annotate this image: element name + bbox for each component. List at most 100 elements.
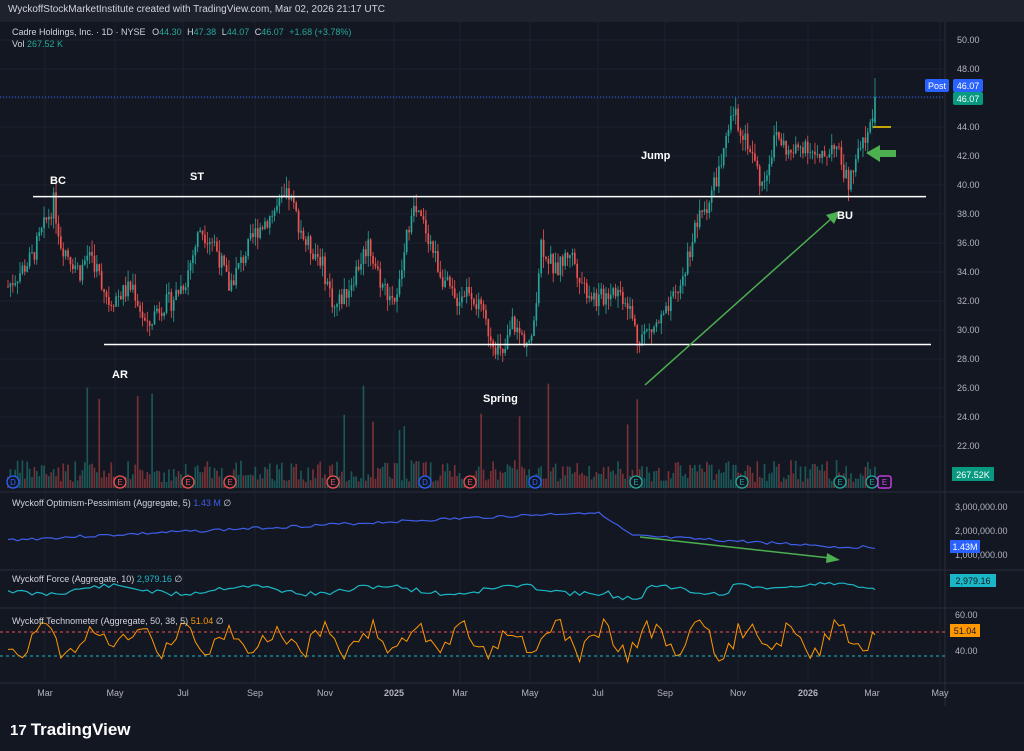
event-marker-earnings[interactable]: E bbox=[833, 475, 847, 489]
volume-bar bbox=[552, 467, 555, 488]
event-marker-earnings[interactable]: E bbox=[629, 475, 643, 489]
series-legend[interactable]: Cadre Holdings, Inc. · 1D · NYSE O44.30 … bbox=[12, 27, 351, 49]
candle-body bbox=[35, 236, 38, 260]
event-marker-dividend[interactable]: D bbox=[418, 475, 432, 489]
volume-bar bbox=[278, 469, 281, 488]
chart-canvas[interactable]: BC ST AR Spring Jump BU Cadre Holdings, … bbox=[0, 22, 1024, 706]
volume-bar bbox=[290, 463, 293, 488]
volume-bar bbox=[273, 480, 276, 488]
svg-text:E: E bbox=[869, 478, 874, 487]
volume-bar bbox=[722, 472, 725, 488]
volume-bar bbox=[830, 480, 833, 488]
candle-body bbox=[686, 251, 689, 275]
candle-body bbox=[391, 296, 394, 298]
candle-body bbox=[499, 345, 502, 349]
volume-bar bbox=[240, 460, 242, 488]
candle-body bbox=[425, 219, 427, 234]
event-marker-earnings[interactable]: E bbox=[223, 475, 237, 489]
volume-bar bbox=[814, 463, 816, 488]
candle-body bbox=[146, 320, 149, 322]
volume-bar bbox=[489, 471, 492, 488]
up-trend-arrow[interactable] bbox=[644, 211, 840, 386]
candle-body bbox=[739, 130, 742, 136]
volume-bar bbox=[821, 464, 824, 488]
time-axis[interactable]: Mar May Jul Sep Nov 2025 Mar May Jul Sep Nov 2026 Ma… bbox=[37, 688, 949, 698]
optimism-divergence-arrow bbox=[639, 536, 840, 563]
candle-body bbox=[297, 210, 300, 233]
event-marker-earnings[interactable]: E bbox=[735, 475, 749, 489]
volume-bar bbox=[33, 467, 36, 488]
earnings-marker-upcoming[interactable]: E bbox=[877, 475, 892, 489]
candle-body bbox=[360, 263, 362, 270]
volume-bar bbox=[21, 460, 24, 488]
volume-bar bbox=[513, 460, 516, 488]
event-marker-dividend[interactable]: D bbox=[6, 475, 20, 489]
volume-bar bbox=[607, 466, 610, 488]
volume-bar bbox=[55, 476, 57, 488]
candle-body bbox=[139, 305, 141, 312]
candle-body bbox=[722, 148, 725, 166]
time-tick: Sep bbox=[247, 688, 263, 698]
volume-bar bbox=[319, 461, 322, 488]
volume-bar bbox=[40, 465, 43, 488]
event-marker-earnings[interactable]: E bbox=[181, 475, 195, 489]
volume-bar bbox=[734, 464, 737, 488]
volume-bar bbox=[168, 469, 170, 488]
candle-body bbox=[578, 277, 581, 283]
volume-bar bbox=[674, 462, 677, 488]
volume-bar bbox=[835, 460, 838, 488]
volume-bar bbox=[242, 475, 245, 488]
candle-body bbox=[734, 108, 737, 116]
volume-bar bbox=[148, 474, 151, 488]
volume-bar bbox=[485, 480, 487, 488]
event-marker-earnings[interactable]: E bbox=[865, 475, 879, 489]
tradingview-logo[interactable]: 17 TradingView bbox=[10, 720, 131, 739]
volume-bar bbox=[175, 476, 177, 488]
candle-body bbox=[9, 283, 12, 287]
price-tick: 36.00 bbox=[957, 238, 980, 248]
event-marker-dividend[interactable]: D bbox=[528, 475, 542, 489]
candle-body bbox=[271, 215, 274, 217]
volume-bar bbox=[446, 463, 449, 488]
volume-bar bbox=[172, 468, 175, 488]
candle-body bbox=[792, 152, 795, 154]
volume-bar bbox=[105, 476, 108, 488]
technometer-pane[interactable]: Wyckoff Technometer (Aggregate, 50, 38, … bbox=[0, 610, 980, 664]
optimism-pessimism-pane[interactable]: Wyckoff Optimism-Pessimism (Aggregate, 5… bbox=[7, 498, 1008, 563]
candle-body bbox=[672, 291, 675, 297]
volume-bar bbox=[730, 479, 732, 488]
volume-bar bbox=[590, 479, 593, 488]
candle-body bbox=[828, 154, 831, 158]
candle-body bbox=[518, 327, 521, 333]
jump-pointer-arrow[interactable] bbox=[866, 145, 896, 162]
volume-bar bbox=[304, 481, 307, 488]
price-tick: 42.00 bbox=[957, 151, 980, 161]
candle-body bbox=[655, 322, 658, 327]
volume-bar bbox=[662, 480, 665, 488]
volume-bar bbox=[686, 477, 689, 488]
candle-body bbox=[583, 282, 586, 284]
time-tick: Mar bbox=[452, 688, 468, 698]
candle-body bbox=[597, 294, 600, 307]
volume-bar bbox=[285, 480, 288, 488]
force-pane[interactable]: Wyckoff Force (Aggregate, 10) 2,979.16 ∅… bbox=[7, 574, 996, 601]
candle-body bbox=[127, 281, 129, 297]
event-marker-earnings[interactable]: E bbox=[463, 475, 477, 489]
svg-text:E: E bbox=[882, 478, 887, 487]
event-marker-earnings[interactable]: E bbox=[326, 475, 340, 489]
candle-body bbox=[768, 164, 771, 176]
volume-bar bbox=[770, 472, 773, 488]
volume-bar bbox=[264, 466, 266, 488]
event-markers[interactable]: DEEEEDEDEEEEEE bbox=[6, 475, 892, 489]
volume-bar bbox=[362, 385, 365, 488]
candle-body bbox=[782, 140, 785, 146]
candle-body bbox=[854, 159, 857, 173]
volume-bar bbox=[350, 471, 353, 488]
candle-body bbox=[643, 330, 646, 335]
candle-body bbox=[427, 233, 430, 245]
candle-body bbox=[682, 276, 684, 286]
time-tick: 2025 bbox=[384, 688, 404, 698]
candle-body bbox=[725, 136, 727, 149]
candle-body bbox=[797, 144, 799, 148]
event-marker-earnings[interactable]: E bbox=[113, 475, 127, 489]
